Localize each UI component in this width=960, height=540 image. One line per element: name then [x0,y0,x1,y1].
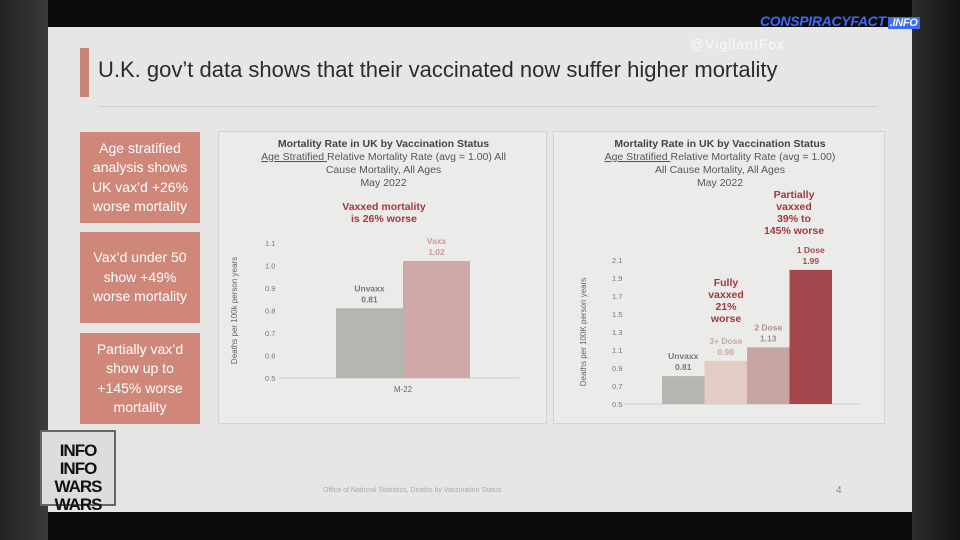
chart-subtitle: Age Stratified Relative Mortality Rate (… [261,151,506,163]
title-divider [98,106,878,107]
chart-title: Mortality Rate in UK by Vaccination Stat… [614,138,825,150]
callout-box: Vax’d under 50 show +49% worse mortality [80,232,200,323]
bar-category-label: Vaxx [427,236,447,246]
y-tick-label: 1.0 [265,262,275,271]
chart-date: May 2022 [697,177,743,189]
chart-subtitle-2: All Cause Mortality, All Ages [655,164,785,176]
callout-box: Partially vax’d show up to +145% worse m… [80,333,200,424]
bar-2-dose [747,347,790,404]
annotation-2: vaxxed [708,289,744,301]
bar-category-label: 3+ Dose [709,336,742,346]
bar-value-label: 1.99 [802,256,819,266]
y-tick-label: 1.9 [612,274,622,283]
brand-watermark: CONSPIRACYFACT .INFO [760,13,920,29]
chart-2: Mortality Rate in UK by Vaccination Stat… [579,138,859,409]
page-number: 4 [836,485,842,496]
chart-panel-1: Mortality Rate in UK by Vaccination Stat… [218,131,547,424]
bar-category-label: Unvaxx [668,351,699,361]
callout-box: Age stratified analysis shows UK vax’d +… [80,132,200,223]
source-note: Office of National Statistics, Deaths by… [323,487,502,494]
bar-value-label: 1.13 [760,333,777,343]
annotation: Vaxxed mortality [342,201,426,213]
bar-value-label: 0.81 [675,362,692,372]
bar-3-dose [704,360,747,404]
handle-watermark: @VigilantFox [690,36,786,52]
y-tick-label: 0.8 [265,307,275,316]
background-right [912,0,960,540]
bar-category-label: Unvaxx [354,283,385,293]
chart-date: May 2022 [360,177,406,189]
y-tick-label: 0.6 [265,352,275,361]
bar-unvaxx [336,308,403,378]
y-tick-label: 0.9 [612,364,622,373]
bar-category-label: 1 Dose [797,245,825,255]
bar-1-dose [789,269,832,404]
annotation: is 26% worse [351,213,417,225]
annotation: Partially [774,189,815,201]
annotation-2: Fully [714,277,739,289]
bar-vaxx [403,261,470,378]
annotation: 39% to [777,213,811,225]
y-tick-label: 0.9 [265,284,275,293]
bar-category-label: 2 Dose [754,322,782,332]
annotation-2: 21% [715,301,737,313]
slide-title: U.K. gov’t data shows that their vaccina… [98,57,778,82]
y-tick-label: 0.7 [612,382,622,391]
chart-subtitle-2: Cause Mortality, All Ages [326,164,441,176]
y-tick-label: 1.7 [612,292,622,301]
y-axis-label: Deaths per 100K person years [579,278,588,387]
chart-panel-2: Mortality Rate in UK by Vaccination Stat… [553,131,885,424]
chart-subtitle: Age Stratified Relative Mortality Rate (… [605,151,836,163]
annotation-2: worse [710,313,742,325]
y-tick-label: 0.5 [612,400,622,409]
chart-title: Mortality Rate in UK by Vaccination Stat… [278,138,489,150]
y-tick-label: 1.3 [612,328,622,337]
y-tick-label: 2.1 [612,256,622,265]
bar-value-label: 0.81 [361,294,378,304]
y-tick-label: 1.1 [265,239,275,248]
y-tick-label: 0.7 [265,329,275,338]
bar-value-label: 0.98 [717,347,734,357]
annotation: 145% worse [764,225,824,237]
infowars-logo: INFO INFO WARS WARS [40,430,116,514]
y-tick-label: 1.5 [612,310,622,319]
slide: U.K. gov’t data shows that their vaccina… [48,27,912,512]
annotation: vaxxed [776,201,812,213]
y-tick-label: 1.1 [612,346,622,355]
y-tick-label: 0.5 [265,374,275,383]
chart-1: Mortality Rate in UK by Vaccination Stat… [230,138,519,394]
title-accent [80,48,89,97]
x-tick-label: M-22 [394,385,413,394]
bar-value-label: 1.02 [428,247,445,257]
y-axis-label: Deaths per 100k person years [230,257,239,364]
bar-unvaxx [662,376,705,404]
